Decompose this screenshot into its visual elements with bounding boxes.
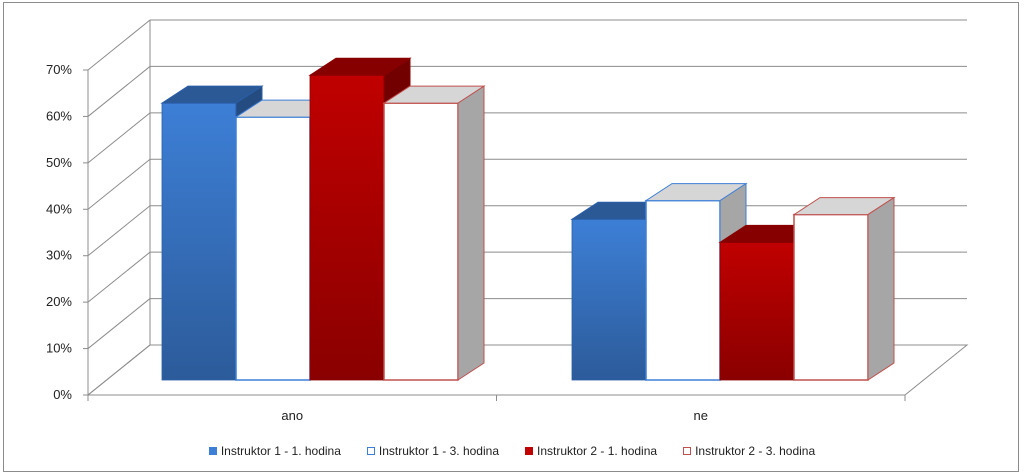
gridline-side <box>87 112 151 164</box>
bar-ano-4 <box>382 85 486 381</box>
legend: Instruktor 1 - 1. hodina Instruktor 1 - 3… <box>0 441 1024 461</box>
y-tick-label: 40% <box>46 201 72 216</box>
bar-front <box>161 102 237 381</box>
legend-swatch <box>366 447 375 455</box>
gridline-side <box>87 19 151 71</box>
bar-front <box>235 116 311 381</box>
bars <box>160 57 896 381</box>
x-category-label: ano <box>281 408 303 423</box>
legend-label: Instruktor 2 - 1. hodina <box>537 444 658 458</box>
y-tick-label: 50% <box>46 155 72 170</box>
bar-side <box>457 85 485 381</box>
y-tick-label: 20% <box>46 294 72 309</box>
bar-front <box>793 213 869 381</box>
bar-front <box>309 74 385 381</box>
legend-item: Instruktor 2 - 1. hodina <box>525 441 657 461</box>
gridline-side <box>87 66 151 117</box>
chart-canvas: 0% 10% 20% 30% 40% 50% 60% 70% ano ne <box>46 19 969 423</box>
y-tick-label: 10% <box>46 341 72 356</box>
bar-side <box>867 196 895 381</box>
legend-swatch <box>525 447 533 455</box>
legend-label: Instruktor 1 - 1. hodina <box>220 444 341 458</box>
gridline-side <box>87 205 151 257</box>
bar-front <box>383 102 459 381</box>
x-category-label: ne <box>694 408 708 423</box>
axes: 0% 10% 20% 30% 40% 50% 60% 70% ano ne <box>46 62 906 423</box>
bar-front <box>719 242 795 381</box>
legend-label: Instruktor 1 - 3. hodina <box>378 444 499 458</box>
bar-ne-4 <box>792 196 896 381</box>
gridline-side <box>87 158 151 210</box>
bar-front <box>645 199 721 381</box>
gridline-side <box>87 251 151 303</box>
legend-swatch <box>683 447 692 455</box>
y-tick-label: 30% <box>46 248 72 263</box>
y-tick-label: 0% <box>53 387 72 402</box>
gridline-side <box>87 298 151 349</box>
legend-item: Instruktor 1 - 1. hodina <box>208 441 341 461</box>
gridline-side <box>87 344 151 396</box>
y-tick-label: 60% <box>46 108 72 123</box>
legend-swatch <box>208 447 217 455</box>
legend-item: Instruktor 1 - 3. hodina <box>366 441 499 461</box>
y-tick-label: 70% <box>46 62 72 77</box>
legend-item: Instruktor 2 - 3. hodina <box>683 441 815 461</box>
legend-label: Instruktor 2 - 3. hodina <box>695 444 816 458</box>
bar-front <box>571 218 647 381</box>
